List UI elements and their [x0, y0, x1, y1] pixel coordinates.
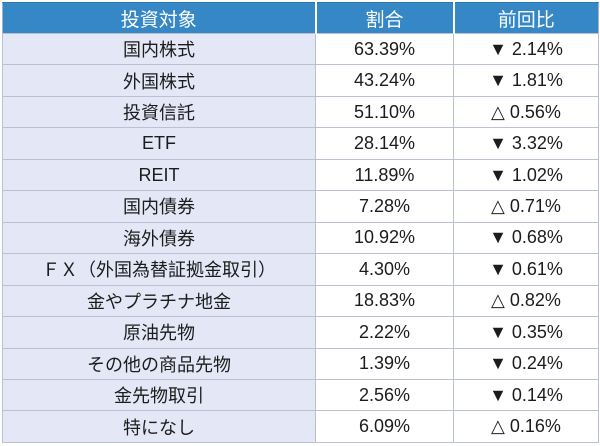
ratio-cell: 28.14% — [315, 127, 454, 160]
asset-cell: 国内株式 — [2, 32, 316, 66]
change-cell: ▼ 3.32% — [453, 127, 599, 160]
ratio-cell: 1.39% — [315, 347, 454, 380]
table-row: 国内株式 63.39% ▼ 2.14% — [2, 32, 599, 66]
table-header-row: 投資対象 割合 前回比 — [2, 2, 599, 34]
table-row: その他の商品先物 1.39% ▼ 0.24% — [2, 347, 599, 380]
table-row: 金先物取引 2.56% ▼ 0.14% — [2, 378, 599, 412]
asset-cell: 金やプラチナ地金 — [2, 284, 316, 318]
change-cell: △ 0.82% — [453, 284, 599, 318]
table-row: 特になし 6.09% △ 0.16% — [2, 410, 599, 443]
table-row: 海外債券 10.92% ▼ 0.68% — [2, 221, 599, 255]
ratio-cell: 7.28% — [315, 190, 454, 223]
change-cell: ▼ 0.61% — [453, 253, 599, 286]
asset-cell: ＦＸ（外国為替証拠金取引） — [2, 253, 316, 286]
asset-cell: REIT — [2, 158, 316, 192]
asset-cell: 特になし — [2, 410, 316, 443]
change-cell: ▼ 0.24% — [453, 347, 599, 380]
change-cell: ▼ 0.14% — [453, 378, 599, 412]
table-row: 投資信託 51.10% △ 0.56% — [2, 95, 599, 129]
ratio-cell: 10.92% — [315, 221, 454, 255]
ratio-cell: 6.09% — [315, 410, 454, 443]
asset-cell: その他の商品先物 — [2, 347, 316, 380]
col-header-ratio: 割合 — [314, 2, 454, 34]
change-cell: ▼ 2.14% — [453, 32, 599, 66]
ratio-cell: 51.10% — [315, 95, 454, 129]
table-row: ＦＸ（外国為替証拠金取引） 4.30% ▼ 0.61% — [2, 253, 599, 286]
asset-cell: 原油先物 — [2, 316, 316, 349]
ratio-cell: 11.89% — [315, 158, 454, 192]
col-header-change: 前回比 — [452, 2, 599, 34]
asset-cell: 外国株式 — [2, 64, 316, 97]
asset-cell: 投資信託 — [2, 95, 316, 129]
table-row: 外国株式 43.24% ▼ 1.81% — [2, 64, 599, 97]
change-cell: △ 0.56% — [453, 95, 599, 129]
change-cell: ▼ 1.02% — [453, 158, 599, 192]
change-cell: ▼ 1.81% — [453, 64, 599, 97]
asset-cell: 金先物取引 — [2, 378, 316, 412]
asset-cell: ETF — [2, 127, 316, 160]
asset-cell: 海外債券 — [2, 221, 316, 255]
table-row: REIT 11.89% ▼ 1.02% — [2, 158, 599, 192]
ratio-cell: 18.83% — [315, 284, 454, 318]
ratio-cell: 2.22% — [315, 316, 454, 349]
table-row: 原油先物 2.22% ▼ 0.35% — [2, 316, 599, 349]
asset-cell: 国内債券 — [2, 190, 316, 223]
change-cell: ▼ 0.68% — [453, 221, 599, 255]
ratio-cell: 43.24% — [315, 64, 454, 97]
change-cell: ▼ 0.35% — [453, 316, 599, 349]
table-body: 国内株式 63.39% ▼ 2.14% 外国株式 43.24% ▼ 1.81% … — [2, 32, 599, 443]
ratio-cell: 63.39% — [315, 32, 454, 66]
table-row: 国内債券 7.28% △ 0.71% — [2, 190, 599, 223]
change-cell: △ 0.16% — [453, 410, 599, 443]
col-header-asset: 投資対象 — [2, 2, 316, 34]
table-row: 金やプラチナ地金 18.83% △ 0.82% — [2, 284, 599, 318]
change-cell: △ 0.71% — [453, 190, 599, 223]
table-row: ETF 28.14% ▼ 3.32% — [2, 127, 599, 160]
ratio-cell: 2.56% — [315, 378, 454, 412]
ratio-cell: 4.30% — [315, 253, 454, 286]
